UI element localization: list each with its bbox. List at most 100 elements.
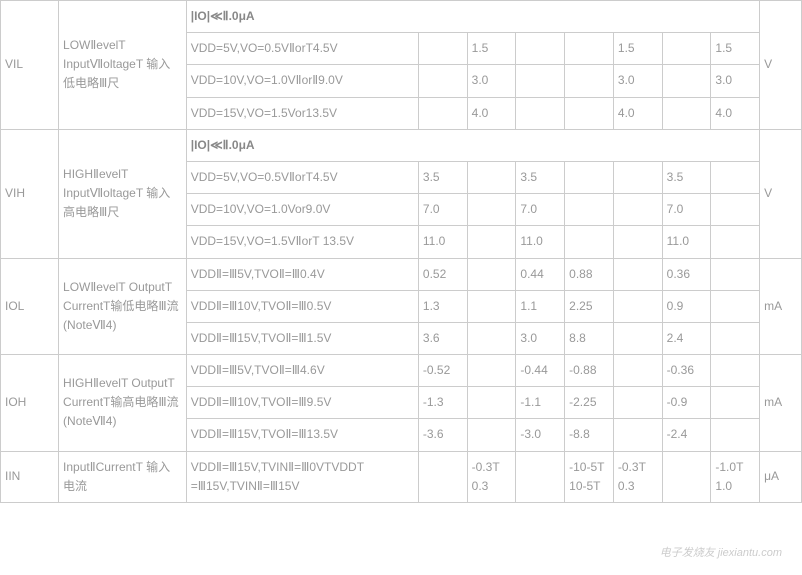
value-cell <box>418 33 467 65</box>
value-cell <box>711 355 760 387</box>
value-cell: 2.25 <box>565 290 614 322</box>
unit-cell: μA <box>760 451 802 502</box>
value-cell: 7.0 <box>516 194 565 226</box>
value-cell <box>711 161 760 193</box>
table-row: IIN InputⅡCurrentT 输入电流 VDDⅡ=Ⅲ15V,TVINⅡ=… <box>1 451 802 502</box>
value-cell <box>418 451 467 502</box>
value-cell: -3.0 <box>516 419 565 451</box>
value-cell: 1.1 <box>516 290 565 322</box>
cond-cell: VDD=15V,VO=1.5Vor13.5V <box>186 97 418 129</box>
value-cell <box>467 419 516 451</box>
value-cell: 7.0 <box>662 194 711 226</box>
value-cell: 0.52 <box>418 258 467 290</box>
value-cell: 3.6 <box>418 322 467 354</box>
value-cell: -1.1 <box>516 387 565 419</box>
value-cell: 11.0 <box>662 226 711 258</box>
param-cell: HIGHⅡevelT OutputT CurrentT输高电略Ⅲ流 (NoteⅦ… <box>59 355 187 452</box>
value-cell: 0.44 <box>516 258 565 290</box>
value-cell: 1.5 <box>711 33 760 65</box>
param-cell: HIGHⅡevelT InputⅦoltageT 输入高电略Ⅲ尺 <box>59 129 187 258</box>
unit-cell: V <box>760 129 802 258</box>
symbol-cell: IOL <box>1 258 59 355</box>
value-cell <box>711 258 760 290</box>
unit-cell: V <box>760 1 802 130</box>
header-cell: |IO|≪Ⅱ.0μA <box>186 1 759 33</box>
value-cell <box>565 97 614 129</box>
value-cell <box>613 387 662 419</box>
value-cell: 8.8 <box>565 322 614 354</box>
value-cell <box>613 194 662 226</box>
value-cell <box>467 355 516 387</box>
value-cell: -2.4 <box>662 419 711 451</box>
value-cell <box>516 97 565 129</box>
value-cell: 7.0 <box>418 194 467 226</box>
value-cell: 0.9 <box>662 290 711 322</box>
value-cell <box>467 258 516 290</box>
value-cell: -0.88 <box>565 355 614 387</box>
value-cell <box>662 33 711 65</box>
param-cell: LOWⅡevelT InputⅦoltageT 输入低电略Ⅲ尺 <box>59 1 187 130</box>
value-cell <box>418 65 467 97</box>
value-cell: -0.9 <box>662 387 711 419</box>
value-cell <box>613 290 662 322</box>
value-cell: 3.0 <box>516 322 565 354</box>
value-cell <box>711 290 760 322</box>
value-cell: 3.0 <box>711 65 760 97</box>
value-cell <box>711 226 760 258</box>
value-cell <box>613 226 662 258</box>
value-cell <box>662 451 711 502</box>
value-cell: 0.36 <box>662 258 711 290</box>
symbol-cell: IOH <box>1 355 59 452</box>
value-cell: -3.6 <box>418 419 467 451</box>
symbol-cell: VIH <box>1 129 59 258</box>
table-row: IOL LOWⅡevelT OutputT CurrentT输低电略Ⅲ流 (No… <box>1 258 802 290</box>
param-cell: LOWⅡevelT OutputT CurrentT输低电略Ⅲ流 (NoteⅦ4… <box>59 258 187 355</box>
symbol-cell: IIN <box>1 451 59 502</box>
value-cell <box>613 258 662 290</box>
value-cell: 3.0 <box>467 65 516 97</box>
cond-cell: VDDⅡ=Ⅲ15V,TVOⅡ=Ⅲ1.5V <box>186 322 418 354</box>
value-cell: -8.8 <box>565 419 614 451</box>
cond-cell: VDDⅡ=Ⅲ15V,TVOⅡ=Ⅲ13.5V <box>186 419 418 451</box>
spec-table: VIL LOWⅡevelT InputⅦoltageT 输入低电略Ⅲ尺 |IO|… <box>0 0 802 503</box>
value-cell <box>711 194 760 226</box>
value-cell: -1.3 <box>418 387 467 419</box>
value-cell: 11.0 <box>418 226 467 258</box>
watermark: 电子发烧友 jiexiantu.com <box>660 544 782 560</box>
value-cell <box>711 322 760 354</box>
value-cell: 4.0 <box>467 97 516 129</box>
value-cell <box>467 387 516 419</box>
value-cell <box>662 97 711 129</box>
cond-cell: VDD=10V,VO=1.0Vor9.0V <box>186 194 418 226</box>
value-cell <box>418 97 467 129</box>
value-cell <box>467 161 516 193</box>
value-cell <box>565 33 614 65</box>
cond-cell: VDDⅡ=Ⅲ10V,TVOⅡ=Ⅲ0.5V <box>186 290 418 322</box>
value-cell <box>613 419 662 451</box>
value-cell: 1.3 <box>418 290 467 322</box>
value-cell <box>467 322 516 354</box>
cond-cell: VDDⅡ=Ⅲ5V,TVOⅡ=Ⅲ0.4V <box>186 258 418 290</box>
value-cell <box>613 161 662 193</box>
value-cell <box>613 355 662 387</box>
value-cell: -0.52 <box>418 355 467 387</box>
value-cell: -1.0T 1.0 <box>711 451 760 502</box>
cond-cell: VDD=15V,VO=1.5VⅡorT 13.5V <box>186 226 418 258</box>
value-cell <box>565 194 614 226</box>
value-cell <box>516 65 565 97</box>
table-row: IOH HIGHⅡevelT OutputT CurrentT输高电略Ⅲ流 (N… <box>1 355 802 387</box>
value-cell <box>711 419 760 451</box>
value-cell: 3.5 <box>516 161 565 193</box>
cond-cell: VDD=5V,VO=0.5VⅡorT4.5V <box>186 33 418 65</box>
value-cell <box>565 161 614 193</box>
value-cell <box>516 33 565 65</box>
value-cell <box>613 322 662 354</box>
table-row: VIH HIGHⅡevelT InputⅦoltageT 输入高电略Ⅲ尺 |IO… <box>1 129 802 161</box>
param-cell: InputⅡCurrentT 输入电流 <box>59 451 187 502</box>
value-cell: -0.36 <box>662 355 711 387</box>
cond-cell: VDD=10V,VO=1.0VⅡorⅡ9.0V <box>186 65 418 97</box>
value-cell: 2.4 <box>662 322 711 354</box>
unit-cell: mA <box>760 355 802 452</box>
value-cell: 0.88 <box>565 258 614 290</box>
value-cell: 1.5 <box>613 33 662 65</box>
